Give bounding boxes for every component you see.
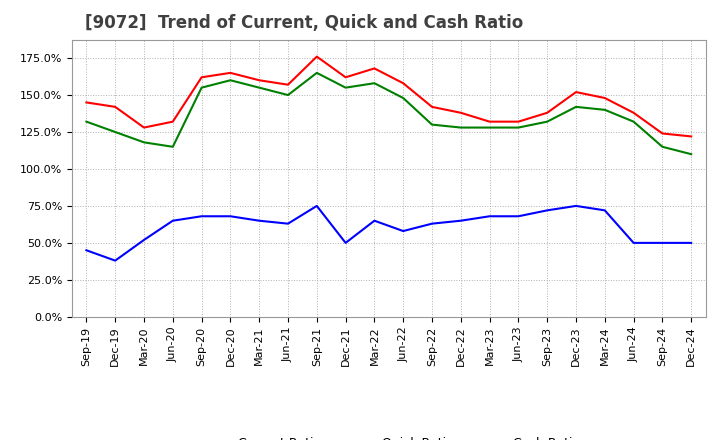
Line: Current Ratio: Current Ratio bbox=[86, 57, 691, 136]
Current Ratio bbox=[514, 119, 523, 124]
Cash Ratio bbox=[514, 214, 523, 219]
Current Ratio bbox=[255, 77, 264, 83]
Current Ratio bbox=[600, 95, 609, 101]
Current Ratio bbox=[428, 104, 436, 110]
Quick Ratio bbox=[658, 144, 667, 150]
Quick Ratio bbox=[370, 81, 379, 86]
Current Ratio bbox=[687, 134, 696, 139]
Current Ratio bbox=[140, 125, 148, 130]
Legend: Current Ratio, Quick Ratio, Cash Ratio: Current Ratio, Quick Ratio, Cash Ratio bbox=[192, 432, 585, 440]
Quick Ratio bbox=[341, 85, 350, 90]
Quick Ratio bbox=[687, 151, 696, 157]
Cash Ratio bbox=[197, 214, 206, 219]
Current Ratio bbox=[82, 100, 91, 105]
Quick Ratio bbox=[111, 129, 120, 135]
Cash Ratio bbox=[543, 208, 552, 213]
Quick Ratio bbox=[600, 107, 609, 113]
Cash Ratio bbox=[370, 218, 379, 224]
Current Ratio bbox=[226, 70, 235, 76]
Current Ratio bbox=[543, 110, 552, 115]
Quick Ratio bbox=[255, 85, 264, 90]
Quick Ratio bbox=[514, 125, 523, 130]
Current Ratio bbox=[312, 54, 321, 59]
Text: [9072]  Trend of Current, Quick and Cash Ratio: [9072] Trend of Current, Quick and Cash … bbox=[85, 15, 523, 33]
Current Ratio bbox=[284, 82, 292, 87]
Current Ratio bbox=[629, 110, 638, 115]
Cash Ratio bbox=[456, 218, 465, 224]
Quick Ratio bbox=[485, 125, 494, 130]
Cash Ratio bbox=[168, 218, 177, 224]
Cash Ratio bbox=[629, 240, 638, 246]
Quick Ratio bbox=[399, 95, 408, 101]
Current Ratio bbox=[399, 81, 408, 86]
Current Ratio bbox=[168, 119, 177, 124]
Quick Ratio bbox=[168, 144, 177, 150]
Current Ratio bbox=[111, 104, 120, 110]
Current Ratio bbox=[456, 110, 465, 115]
Line: Quick Ratio: Quick Ratio bbox=[86, 73, 691, 154]
Current Ratio bbox=[197, 75, 206, 80]
Quick Ratio bbox=[197, 85, 206, 90]
Cash Ratio bbox=[600, 208, 609, 213]
Line: Cash Ratio: Cash Ratio bbox=[86, 206, 691, 260]
Cash Ratio bbox=[82, 248, 91, 253]
Cash Ratio bbox=[284, 221, 292, 226]
Current Ratio bbox=[572, 89, 580, 95]
Cash Ratio bbox=[399, 228, 408, 234]
Quick Ratio bbox=[82, 119, 91, 124]
Cash Ratio bbox=[658, 240, 667, 246]
Quick Ratio bbox=[284, 92, 292, 98]
Quick Ratio bbox=[140, 140, 148, 145]
Quick Ratio bbox=[543, 119, 552, 124]
Quick Ratio bbox=[456, 125, 465, 130]
Current Ratio bbox=[485, 119, 494, 124]
Quick Ratio bbox=[428, 122, 436, 127]
Cash Ratio bbox=[687, 240, 696, 246]
Cash Ratio bbox=[140, 237, 148, 242]
Quick Ratio bbox=[629, 119, 638, 124]
Cash Ratio bbox=[255, 218, 264, 224]
Cash Ratio bbox=[572, 203, 580, 209]
Quick Ratio bbox=[226, 77, 235, 83]
Current Ratio bbox=[370, 66, 379, 71]
Quick Ratio bbox=[572, 104, 580, 110]
Quick Ratio bbox=[312, 70, 321, 76]
Current Ratio bbox=[341, 75, 350, 80]
Cash Ratio bbox=[111, 258, 120, 263]
Current Ratio bbox=[658, 131, 667, 136]
Cash Ratio bbox=[312, 203, 321, 209]
Cash Ratio bbox=[485, 214, 494, 219]
Cash Ratio bbox=[428, 221, 436, 226]
Cash Ratio bbox=[341, 240, 350, 246]
Cash Ratio bbox=[226, 214, 235, 219]
